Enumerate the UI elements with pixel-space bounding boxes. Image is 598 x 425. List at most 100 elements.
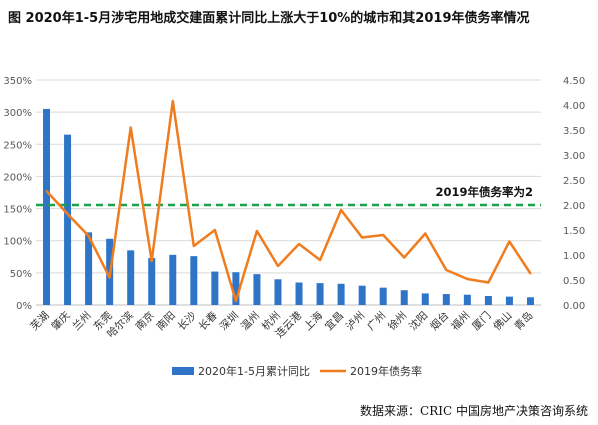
line-point xyxy=(276,265,279,267)
bar xyxy=(526,297,534,305)
bar xyxy=(505,296,513,305)
y-left-tick-label: 0% xyxy=(16,301,32,312)
bar xyxy=(253,274,261,305)
line-point xyxy=(487,281,490,284)
x-tick-label: 佛山 xyxy=(491,309,515,333)
y-left-tick-label: 150% xyxy=(3,205,32,216)
line-point xyxy=(319,259,322,261)
reference-line: 2019年债务率为2 xyxy=(36,185,541,207)
line-series xyxy=(45,99,532,303)
bar xyxy=(64,134,72,305)
line-point xyxy=(108,276,111,279)
line-point xyxy=(466,278,469,280)
y-right-tick-label: 2.50 xyxy=(563,176,585,187)
line-point xyxy=(361,236,364,239)
y-left-tick-label: 200% xyxy=(3,172,32,183)
bar xyxy=(358,285,366,305)
x-tick-label: 长沙 xyxy=(176,309,200,333)
y-left-tick-label: 300% xyxy=(3,108,32,119)
bar xyxy=(232,272,240,305)
legend-line-label: 2019年债务率 xyxy=(350,364,422,378)
bar xyxy=(43,108,51,305)
y-right-tick-label: 4.50 xyxy=(563,76,585,87)
line-point xyxy=(234,300,237,302)
x-axis-labels: 芜湖肇庆兰州东莞哈尔滨南京南阳长沙长春深圳温州杭州连云港上海宜昌泸州广州徐州沈阳… xyxy=(28,309,536,341)
bar xyxy=(85,232,93,305)
line-point xyxy=(66,213,69,215)
y-right-tick-label: 1.50 xyxy=(563,226,585,237)
bar xyxy=(421,293,429,305)
bar xyxy=(190,256,198,305)
x-tick-label: 芜湖 xyxy=(28,309,52,333)
bar xyxy=(337,283,345,305)
x-tick-label: 肇庆 xyxy=(49,309,73,333)
y-left-tick-label: 100% xyxy=(3,237,32,248)
line-point xyxy=(213,229,216,231)
bar xyxy=(211,271,219,305)
line-point xyxy=(87,235,90,237)
bar xyxy=(295,282,303,305)
line-point xyxy=(403,256,406,259)
line-point xyxy=(192,245,195,247)
y-right-tick-label: 2.00 xyxy=(563,201,585,212)
legend-bar-swatch xyxy=(172,367,194,375)
x-tick-label: 青岛 xyxy=(512,309,536,333)
line-point xyxy=(298,243,301,245)
y-right-tick-label: 1.00 xyxy=(563,251,585,262)
line-point xyxy=(340,209,343,211)
bar xyxy=(316,283,324,305)
x-tick-label: 广州 xyxy=(365,310,388,333)
x-tick-label: 厦门 xyxy=(469,309,493,333)
y-right-tick-label: 4.00 xyxy=(563,101,585,112)
bar xyxy=(379,287,387,305)
data-source: 数据来源：CRIC 中国房地产决策咨询系统 xyxy=(360,404,588,418)
line-point xyxy=(171,100,174,102)
bar xyxy=(169,254,177,305)
y-left-tick-label: 50% xyxy=(10,269,32,280)
x-tick-label: 南阳 xyxy=(154,309,178,333)
bar xyxy=(148,258,156,305)
y-left-tick-label: 350% xyxy=(3,76,32,87)
reference-line-label: 2019年债务率为2 xyxy=(435,185,533,199)
x-tick-label: 南京 xyxy=(133,309,157,333)
x-tick-label: 沈阳 xyxy=(406,309,430,333)
x-tick-label: 徐州 xyxy=(385,309,409,333)
line-point xyxy=(424,232,427,235)
y-right-tick-label: 0.00 xyxy=(563,301,585,312)
x-tick-label: 烟台 xyxy=(427,309,451,333)
x-tick-label: 兰州 xyxy=(70,309,94,333)
line-point xyxy=(150,260,153,262)
line-point xyxy=(445,269,448,271)
x-tick-label: 长春 xyxy=(197,309,221,333)
bar-series xyxy=(43,108,534,305)
bar xyxy=(400,290,408,305)
y-axis-left: 0% 50% 100% 150% 200% 250% 300% 350% xyxy=(3,76,32,312)
y-axis-right: 0.00 0.50 1.00 1.50 2.00 2.50 3.00 3.50 4.00 4.50 xyxy=(563,76,585,312)
y-right-tick-label: 3.50 xyxy=(563,126,585,137)
bar xyxy=(442,294,450,305)
y-right-tick-label: 3.00 xyxy=(563,151,585,162)
x-tick-label: 宜昌 xyxy=(322,309,346,333)
y-left-tick-label: 250% xyxy=(3,140,32,151)
chart-title: 图 2020年1-5月涉宅用地成交建面累计同比上涨大于10%的城市和其2019年… xyxy=(8,11,530,26)
line-point xyxy=(255,230,258,232)
grid-lines xyxy=(36,79,541,306)
legend: 2020年1-5月累计同比 2019年债务率 xyxy=(172,364,422,378)
legend-bar-label: 2020年1-5月累计同比 xyxy=(198,364,310,378)
x-tick-label: 深圳 xyxy=(218,310,241,333)
x-tick-label: 上海 xyxy=(301,309,325,333)
line-point xyxy=(508,240,511,243)
x-tick-label: 泸州 xyxy=(344,310,367,333)
line-point xyxy=(382,234,385,236)
bar xyxy=(274,279,282,305)
line-point xyxy=(45,190,48,192)
line-path xyxy=(45,99,532,303)
line-point xyxy=(529,272,532,275)
x-tick-label: 温州 xyxy=(239,310,262,333)
y-right-tick-label: 0.50 xyxy=(563,276,585,287)
bar xyxy=(127,250,135,305)
bar xyxy=(463,294,471,305)
bar xyxy=(484,296,492,305)
line-point xyxy=(129,126,132,129)
